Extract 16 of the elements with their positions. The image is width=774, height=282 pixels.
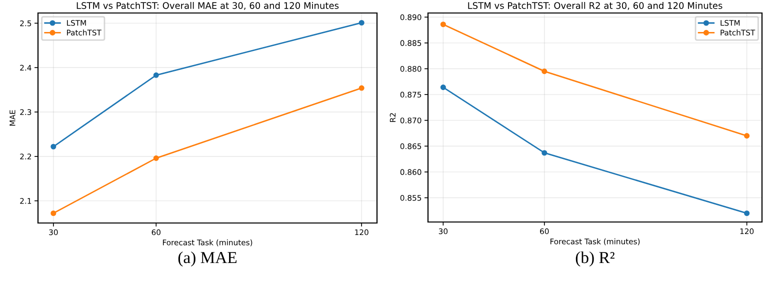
point: [153, 72, 159, 78]
point: [744, 133, 750, 139]
point: [153, 155, 159, 161]
text: (a) MAE: [178, 251, 237, 267]
point: [440, 22, 446, 28]
point: [542, 68, 548, 74]
point: [358, 20, 364, 26]
point: [358, 85, 364, 91]
chart-title: LSTM vs PatchTST: Overall MAE at 30, 60 and 120 Minutes: [76, 2, 339, 10]
point: [440, 84, 446, 90]
point: [744, 210, 750, 216]
point: [50, 210, 56, 216]
text: (b) R²: [576, 251, 614, 267]
chart-title: LSTM vs PatchTST: Overall R2 at 30, 60 and 120 Minutes: [468, 2, 722, 10]
point: [542, 150, 548, 156]
point: [50, 144, 56, 150]
